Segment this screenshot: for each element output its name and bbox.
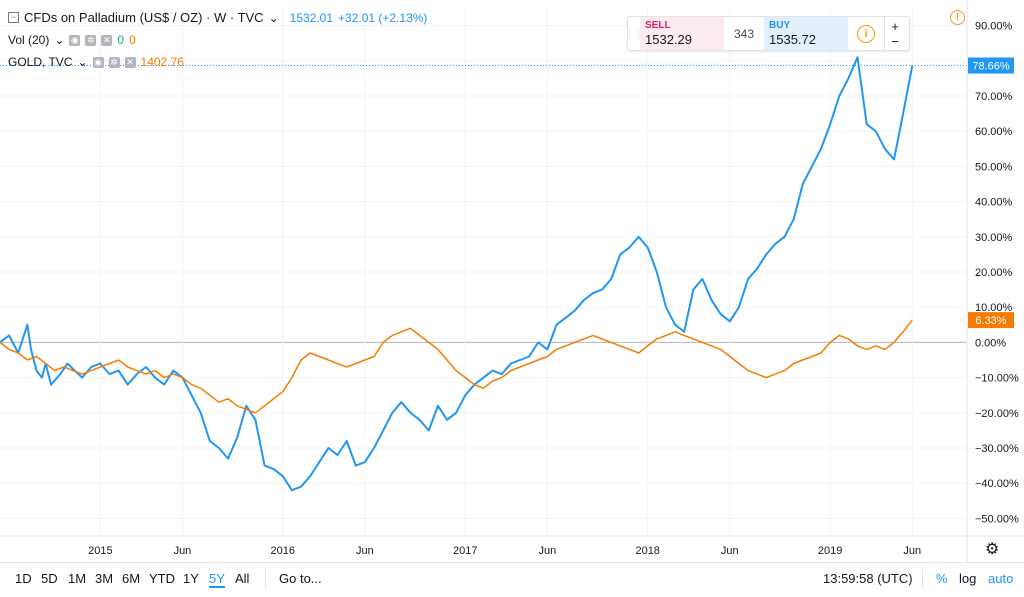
range-ytd[interactable]: YTD [149, 571, 175, 586]
volume-value-2: 0 [129, 33, 136, 47]
y-tick-label: 90.00% [975, 21, 1013, 33]
compare-value: 1402.76 [140, 55, 184, 69]
buy-label: BUY [769, 20, 791, 31]
range-5y[interactable]: 5Y [209, 571, 225, 588]
price-badge-palladium-text: 78.66% [972, 61, 1010, 73]
symbol-title[interactable]: CFDs on Palladium (US$ / OZ) · W · TVC [24, 10, 264, 25]
price-badge-gold-text: 6.33% [975, 315, 1006, 327]
chevron-down-icon[interactable]: ⌄ [77, 55, 88, 69]
x-tick-label: 2016 [271, 545, 295, 557]
series-palladium [0, 56, 914, 492]
series-gold [0, 319, 913, 414]
x-tick-label: Jun [356, 545, 374, 557]
trade-panel: ⋮⋮ SELL 1532.29 343 BUY 1535.72 i + − [625, 16, 910, 51]
range-1m[interactable]: 1M [68, 571, 87, 586]
range-5d[interactable]: 5D [41, 571, 58, 586]
y-tick-label: 60.00% [975, 126, 1013, 138]
gear-icon[interactable]: ✲ [85, 34, 97, 46]
volume-label[interactable]: Vol (20) [8, 33, 50, 47]
drag-handle-icon[interactable]: ⋮⋮ [625, 28, 643, 38]
y-tick-label: −20.00% [975, 408, 1019, 420]
legend-compare: GOLD, TVC ⌄ ◉ ✲ ✕ 1402.76 [8, 55, 184, 69]
y-tick-label: 50.00% [975, 161, 1013, 173]
y-tick-label: −50.00% [975, 513, 1019, 525]
y-tick-label: −40.00% [975, 478, 1019, 490]
clock: 13:59:58 (UTC) [823, 571, 913, 586]
eye-icon[interactable]: ◉ [69, 34, 81, 46]
price-badge-gold: 6.33% [968, 312, 1014, 329]
quantity-stepper[interactable]: + − [884, 17, 905, 50]
x-tick-label: Jun [538, 545, 556, 557]
y-tick-label: −10.00% [975, 373, 1019, 385]
x-tick-label: 2019 [818, 545, 842, 557]
chevron-down-icon[interactable]: ⌄ [54, 33, 65, 47]
x-tick-label: Jun [174, 545, 192, 557]
range-6m[interactable]: 6M [122, 571, 141, 586]
x-tick-label: Jun [903, 545, 921, 557]
plus-icon[interactable]: + [891, 18, 899, 34]
y-tick-label: 0.00% [975, 337, 1006, 349]
compare-label[interactable]: GOLD, TVC [8, 55, 73, 69]
sell-label: SELL [645, 20, 671, 31]
spread-value: 343 [733, 26, 755, 41]
volume-value-1: 0 [117, 33, 125, 47]
chevron-down-icon[interactable]: ⌄ [268, 10, 279, 25]
y-tick-label: 10.00% [975, 302, 1013, 314]
grid [0, 8, 967, 536]
minus-icon[interactable]: − [891, 33, 899, 49]
info-button[interactable]: i [848, 17, 884, 50]
range-3m[interactable]: 3M [95, 571, 114, 586]
y-tick-label: 40.00% [975, 197, 1013, 209]
info-icon: i [857, 24, 875, 43]
alert-icon[interactable]: ! [950, 10, 965, 25]
settings-gear-icon[interactable]: ⚙ [985, 541, 1000, 558]
y-tick-label: 70.00% [975, 91, 1013, 103]
y-tick-label: 20.00% [975, 267, 1013, 279]
x-tick-label: 2017 [453, 545, 477, 557]
buy-price: 1535.72 [769, 32, 816, 47]
goto-button[interactable]: Go to... [279, 571, 322, 586]
x-tick-label: 2015 [88, 545, 112, 557]
close-icon[interactable]: ✕ [101, 34, 113, 46]
x-axis: 2015 Jun 2016 Jun 2017 Jun 2018 Jun 2019 Jun [0, 535, 1024, 557]
series-layer [0, 56, 967, 492]
bottom-toolbar: 1D 5D 1M 3M 6M YTD 1Y 5Y All Go to... 13… [0, 562, 1024, 597]
x-tick-label: Jun [721, 545, 739, 557]
close-icon[interactable]: ✕ [124, 56, 136, 68]
price-badge-palladium: 78.66% [968, 57, 1014, 74]
sell-button[interactable]: SELL 1532.29 [640, 17, 724, 50]
log-toggle[interactable]: log [959, 571, 977, 586]
gear-icon[interactable]: ✲ [108, 56, 120, 68]
buy-button[interactable]: BUY 1535.72 [764, 17, 848, 50]
y-axis: 90.00%80.00%70.00%60.00%50.00%40.00%30.0… [966, 0, 1019, 562]
auto-toggle[interactable]: auto [988, 571, 1014, 586]
percent-toggle[interactable]: % [936, 571, 948, 586]
legend-volume: Vol (20) ⌄ ◉ ✲ ✕ 0 0 [8, 33, 136, 47]
y-tick-label: −30.00% [975, 443, 1019, 455]
range-1y[interactable]: 1Y [183, 571, 199, 586]
chart-canvas: 90.00%80.00%70.00%60.00%50.00%40.00%30.0… [0, 0, 1024, 562]
divider [922, 569, 923, 589]
x-tick-label: 2018 [635, 545, 659, 557]
eye-icon[interactable]: ◉ [92, 56, 104, 68]
range-all[interactable]: All [235, 571, 250, 586]
divider [265, 569, 266, 589]
last-price: 1532.01 [289, 10, 334, 25]
range-1d[interactable]: 1D [15, 571, 32, 586]
price-badge-palladium-bg [968, 57, 1014, 74]
price-badge-gold-bg [968, 312, 1014, 329]
legend-main: − CFDs on Palladium (US$ / OZ) · W · TVC… [8, 10, 427, 25]
y-tick-label: 30.00% [975, 232, 1013, 244]
price-change: +32.01 (+2.13%) [338, 10, 428, 25]
sell-price: 1532.29 [645, 32, 692, 47]
collapse-icon[interactable]: − [8, 12, 19, 23]
